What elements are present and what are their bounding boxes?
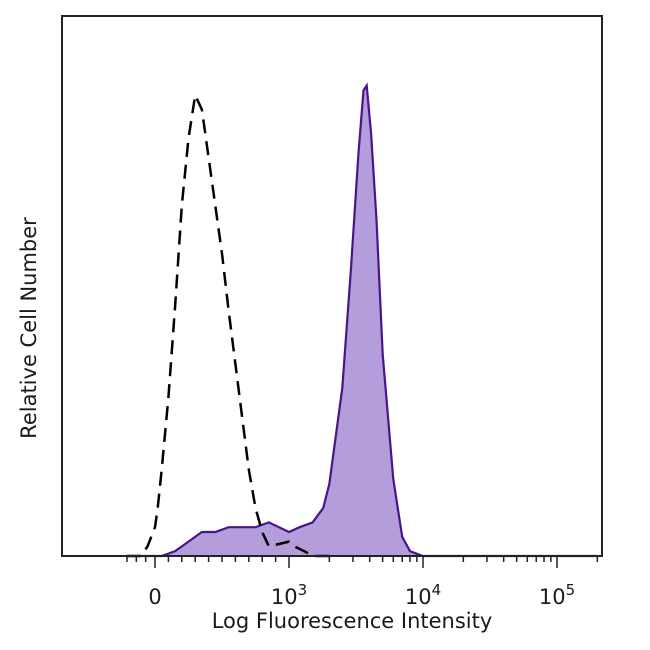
control-histogram-dashed-line xyxy=(127,90,330,558)
x-tick-label: 103 xyxy=(271,581,307,609)
x-tick-label: 105 xyxy=(539,581,575,609)
x-tick-label: 0 xyxy=(148,585,161,609)
x-tick-label: 104 xyxy=(405,581,441,609)
x-axis-ticks xyxy=(126,556,599,568)
x-axis-tick-labels: 0 103 104 105 xyxy=(148,581,575,609)
plot-frame xyxy=(61,15,603,557)
stained-histogram-line xyxy=(127,82,598,558)
stained-histogram-area xyxy=(62,85,602,556)
y-axis-title: Relative Cell Number xyxy=(17,217,41,439)
x-axis-title: Log Fluorescence Intensity xyxy=(212,609,493,633)
